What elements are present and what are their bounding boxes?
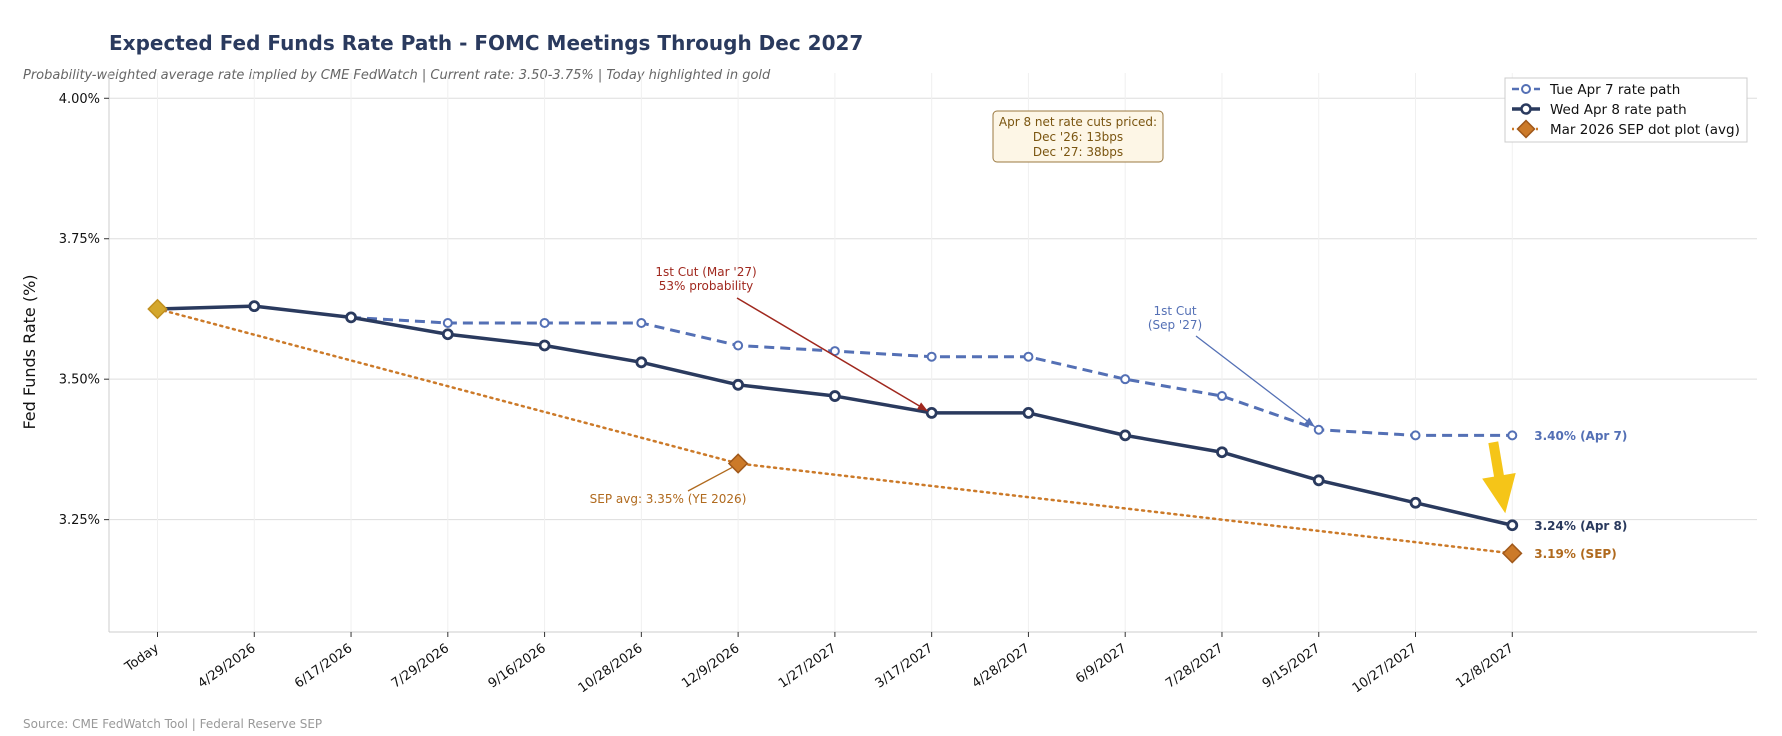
first-cut-mar-label: 53% probability (659, 279, 754, 293)
first-cut-sep-arrow (1195, 335, 1316, 428)
rate-cuts-box (992, 110, 1164, 163)
rate-cuts-box-line: Dec '27: 38bps (1033, 145, 1123, 159)
legend-apr7-marker (1521, 84, 1531, 94)
end-label-sep: 3.19% (SEP) (1534, 547, 1616, 561)
legend-label-sep: Mar 2026 SEP dot plot (avg) (1550, 122, 1740, 138)
x-tick-label: 6/17/2026 (292, 641, 355, 692)
x-tick-label: 12/8/2027 (1453, 641, 1516, 692)
apr7-point (926, 351, 937, 362)
x-tick-label: 4/29/2026 (195, 641, 258, 692)
legend-sep-marker (1516, 119, 1536, 139)
chart-title: Expected Fed Funds Rate Path - FOMC Meet… (109, 31, 863, 55)
x-tick-label: Today (122, 641, 162, 676)
first-cut-mar-label: 1st Cut (Mar '27) (655, 265, 756, 279)
rate-cuts-box-line: Apr 8 net rate cuts priced: (999, 115, 1157, 129)
highlight-arrow-icon (1482, 441, 1516, 514)
apr7-point (1410, 430, 1421, 441)
first-cut-sep-label: (Sep '27) (1148, 318, 1202, 332)
x-tick-label: 10/28/2026 (576, 641, 646, 696)
first-cut-sep-label: 1st Cut (1153, 304, 1196, 318)
x-tick-label: 12/9/2026 (679, 641, 742, 692)
apr7-point (1023, 351, 1034, 362)
apr7-point (1216, 391, 1227, 402)
today-highlight-marker (147, 298, 168, 320)
legend-label-apr8: Wed Apr 8 rate path (1550, 102, 1687, 118)
apr7-point (539, 318, 550, 329)
x-tick-label: 6/9/2027 (1073, 641, 1129, 687)
source-note: Source: CME FedWatch Tool | Federal Rese… (23, 717, 322, 731)
end-label-apr8: 3.24% (Apr 8) (1534, 519, 1627, 533)
x-ticks: Today 4/29/2026 6/17/2026 7/29/2026 9/16/202… (122, 632, 1517, 696)
y-tick-label: 3.50% (59, 373, 100, 388)
chart-subtitle: Probability-weighted average rate implie… (23, 68, 771, 83)
legend-box (1504, 77, 1748, 143)
x-tick-label: 4/28/2027 (970, 641, 1033, 692)
legend: Tue Apr 7 rate path Wed Apr 8 rate path … (1504, 77, 1748, 143)
x-tick-label: 7/29/2026 (389, 641, 452, 692)
apr8-point (635, 356, 648, 369)
legend-apr8-marker (1520, 103, 1532, 115)
apr8-point (1022, 406, 1035, 419)
apr8-point (925, 406, 938, 419)
x-tick-label: 9/16/2026 (486, 641, 549, 692)
x-tick-label: 9/15/2027 (1260, 641, 1323, 692)
apr8-point (1216, 446, 1228, 459)
end-label-apr7: 3.40% (Apr 7) (1534, 429, 1627, 443)
apr7-point (733, 340, 744, 351)
apr7-point (636, 318, 647, 329)
first-cut-mar-arrow (736, 297, 929, 412)
apr8-point (828, 390, 841, 402)
y-axis-label: Fed Funds Rate (%) (20, 274, 39, 429)
apr7-point (1120, 374, 1131, 385)
sep-avg-pointer (687, 466, 733, 492)
x-tick-label: 1/27/2027 (776, 641, 839, 692)
annotations: Apr 8 net rate cuts priced:Dec '26: 13bp… (590, 110, 1627, 561)
x-tick-label: 7/28/2027 (1163, 641, 1226, 692)
apr7-point (1507, 430, 1518, 441)
apr8-point (345, 311, 357, 324)
apr7-point (442, 318, 453, 329)
y-tick-label: 3.25% (59, 513, 100, 528)
legend-item-apr8: Wed Apr 8 rate path (1512, 102, 1687, 118)
first-cut-mar-arrow-head (917, 402, 928, 411)
series (147, 298, 1523, 564)
apr8-point (732, 378, 745, 391)
legend-item-apr7: Tue Apr 7 rate path (1512, 82, 1680, 98)
apr8-point (1506, 519, 1519, 532)
axes (108, 73, 1757, 633)
y-tick-label: 3.75% (59, 232, 100, 247)
sep-point (1502, 543, 1523, 564)
legend-item-sep: Mar 2026 SEP dot plot (avg) (1512, 119, 1740, 139)
apr8-point (1312, 474, 1325, 487)
legend-label-apr7: Tue Apr 7 rate path (1549, 82, 1680, 98)
apr8-point (1409, 496, 1422, 509)
apr8-point (1119, 429, 1132, 442)
sep-avg-label: SEP avg: 3.35% (YE 2026) (590, 492, 747, 506)
y-tick-label: 4.00% (59, 92, 100, 107)
y-ticks: 3.25% 3.50% 3.75% 4.00% (59, 92, 109, 528)
apr8-point (248, 300, 261, 313)
x-tick-label: 3/17/2027 (873, 641, 936, 692)
apr7-point (1313, 424, 1324, 435)
apr8-point (538, 339, 551, 352)
apr8-point (441, 328, 454, 341)
first-cut-sep-arrow-head (1304, 417, 1315, 427)
x-tick-label: 10/27/2027 (1350, 641, 1420, 696)
sep-point (727, 453, 749, 474)
rate-cuts-box-line: Dec '26: 13bps (1033, 130, 1123, 144)
